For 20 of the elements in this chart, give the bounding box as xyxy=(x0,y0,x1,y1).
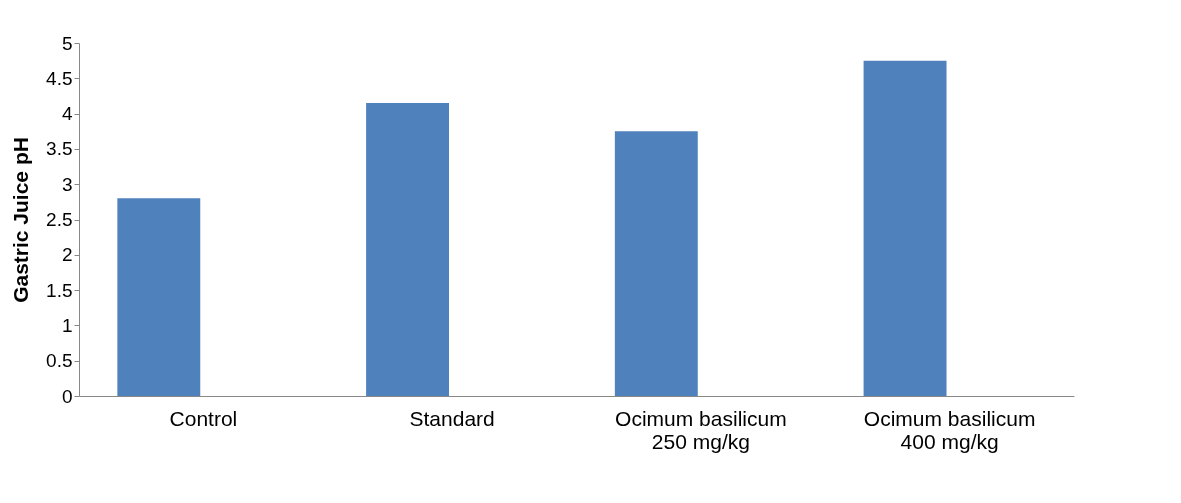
bar xyxy=(366,103,450,396)
y-tick-label: 3.5 xyxy=(46,138,73,160)
y-tick-label: 2 xyxy=(61,244,73,266)
x-tick-label: Control xyxy=(169,406,238,430)
x-tick-label: Ocimum basilicum 250 mg/kg xyxy=(615,406,787,453)
y-tick-label: 4 xyxy=(61,103,73,125)
y-axis-title: Gastric Juice pH xyxy=(9,137,33,303)
bar xyxy=(863,60,947,396)
y-tick-label: 1.5 xyxy=(46,279,73,301)
y-tick-label: 5 xyxy=(61,32,73,54)
y-tick-label: 0.5 xyxy=(46,350,73,372)
bar xyxy=(117,198,201,396)
y-tick-label: 4.5 xyxy=(46,67,73,89)
y-tick-label: 3 xyxy=(61,173,73,195)
y-tick-label: 0 xyxy=(61,385,73,407)
y-tick-label: 2.5 xyxy=(46,209,73,230)
bar xyxy=(614,131,698,396)
x-tick-label: Standard xyxy=(409,406,495,430)
x-tick-label: Ocimum basilicum 400 mg/kg xyxy=(863,406,1036,453)
y-tick-label: 1 xyxy=(61,314,73,336)
